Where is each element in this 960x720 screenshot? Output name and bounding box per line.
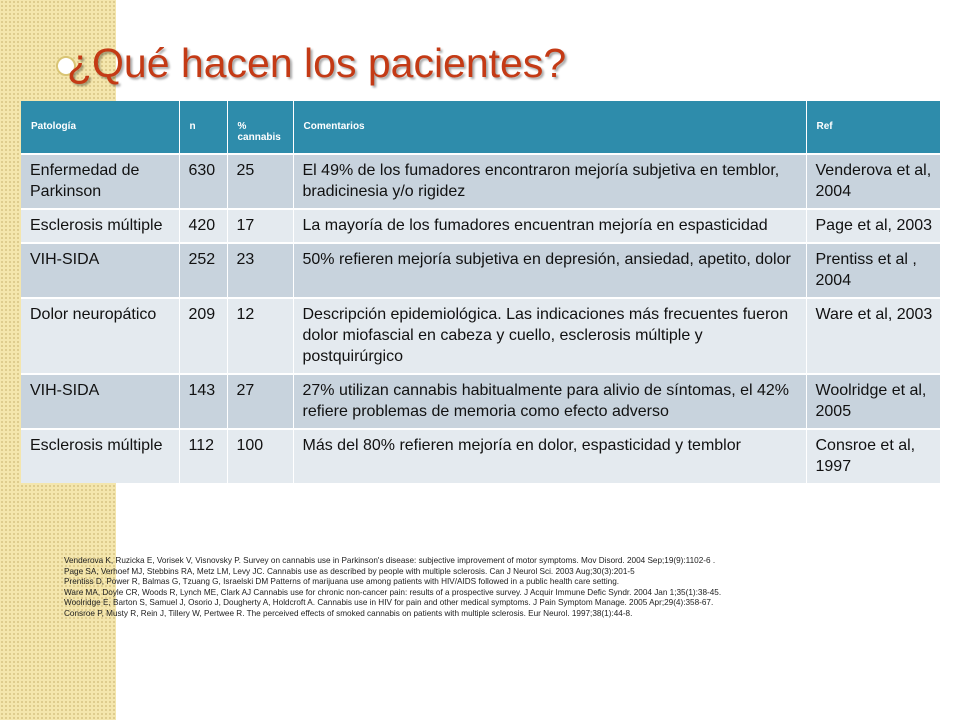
cell-n: 112	[179, 428, 228, 483]
cell-patologia: Esclerosis múltiple	[21, 208, 180, 243]
cell-patologia: Enfermedad de Parkinson	[21, 153, 180, 209]
header-cannabis: % cannabis	[227, 101, 294, 154]
reference-item: Woolridge E, Barton S, Samuel J, Osorio …	[64, 598, 714, 608]
cell-n: 630	[179, 153, 228, 209]
cell-cannabis: 100	[227, 428, 294, 483]
cell-comentarios: 27% utilizan cannabis habitualmente para…	[293, 373, 807, 429]
cell-comentarios: Más del 80% refieren mejoría en dolor, e…	[293, 428, 807, 483]
cell-ref: Consroe et al, 1997	[806, 428, 940, 483]
table-row: Esclerosis múltiple 420 17 La mayoría de…	[21, 208, 940, 243]
reference-item: Ware MA, Doyle CR, Woods R, Lynch ME, Cl…	[64, 587, 722, 597]
cell-patologia: VIH-SIDA	[21, 242, 180, 298]
reference-item: Prentiss D, Power R, Balmas G, Tzuang G,…	[64, 577, 620, 587]
table-row: Esclerosis múltiple 112 100 Más del 80% …	[21, 428, 940, 483]
cell-patologia: VIH-SIDA	[21, 373, 180, 429]
cell-cannabis: 12	[227, 297, 294, 374]
cell-cannabis: 23	[227, 242, 294, 298]
cell-cannabis: 25	[227, 153, 294, 209]
cell-n: 143	[179, 373, 228, 429]
patients-table: Patología n % cannabis Comentarios Ref E…	[21, 101, 940, 483]
references-list: Venderova K, Ruzicka E, Vorisek V, Visno…	[64, 556, 944, 620]
cell-ref: Venderova et al, 2004	[806, 153, 940, 209]
cell-patologia: Esclerosis múltiple	[21, 428, 180, 483]
reference-item: Page SA, Verhoef MJ, Stebbins RA, Metz L…	[64, 566, 635, 576]
cell-n: 209	[179, 297, 228, 374]
cell-n: 420	[179, 208, 228, 243]
header-comentarios: Comentarios	[293, 101, 807, 154]
cell-patologia: Dolor neuropático	[21, 297, 180, 374]
table-header-row: Patología n % cannabis Comentarios Ref	[21, 101, 940, 154]
reference-item: Consroe P, Musty R, Rein J, Tillery W, P…	[64, 608, 633, 618]
table-row: Enfermedad de Parkinson 630 25 El 49% de…	[21, 153, 940, 209]
header-ref: Ref	[806, 101, 940, 154]
circle-bullet-icon	[56, 56, 76, 76]
cell-ref: Page et al, 2003	[806, 208, 940, 243]
data-table-container: Patología n % cannabis Comentarios Ref E…	[21, 101, 940, 483]
cell-comentarios: La mayoría de los fumadores encuentran m…	[293, 208, 807, 243]
table-row: VIH-SIDA 143 27 27% utilizan cannabis ha…	[21, 373, 940, 429]
cell-ref: Woolridge et al, 2005	[806, 373, 940, 429]
header-n: n	[179, 101, 228, 154]
cell-cannabis: 27	[227, 373, 294, 429]
header-patologia: Patología	[21, 101, 180, 154]
slide-title: ¿Qué hacen los pacientes?	[67, 40, 567, 86]
reference-item: Venderova K, Ruzicka E, Vorisek V, Visno…	[64, 556, 716, 565]
cell-n: 252	[179, 242, 228, 298]
cell-comentarios: 50% refieren mejoría subjetiva en depres…	[293, 242, 807, 298]
cell-comentarios: El 49% de los fumadores encontraron mejo…	[293, 153, 807, 209]
table-row: Dolor neuropático 209 12 Descripción epi…	[21, 297, 940, 374]
table-row: VIH-SIDA 252 23 50% refieren mejoría sub…	[21, 242, 940, 298]
cell-ref: Prentiss et al , 2004	[806, 242, 940, 298]
cell-comentarios: Descripción epidemiológica. Las indicaci…	[293, 297, 807, 374]
cell-cannabis: 17	[227, 208, 294, 243]
cell-ref: Ware et al, 2003	[806, 297, 940, 374]
